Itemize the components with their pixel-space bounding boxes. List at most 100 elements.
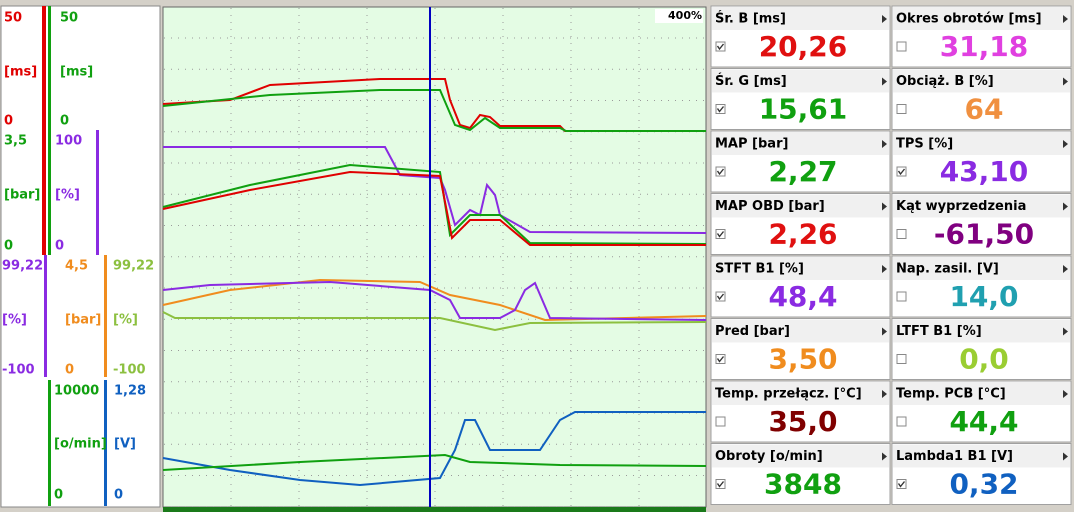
scale-bottom: 0 xyxy=(54,488,63,503)
trace xyxy=(162,89,706,132)
scale-unit: [ms] xyxy=(60,65,93,80)
checkbox[interactable] xyxy=(896,416,907,427)
panel-value: 20,26 xyxy=(759,30,848,63)
scroll-bar[interactable] xyxy=(163,507,706,512)
panel-arrow[interactable] xyxy=(882,202,887,211)
panel-label: STFT B1 [%] xyxy=(715,262,804,277)
panel-header xyxy=(893,444,1070,468)
scales: 50 [ms] 0 50 [ms] 0 3,5 [bar] 0 100 [%] 0 99,22 [%] -1… xyxy=(2,11,154,503)
panel-arrow[interactable] xyxy=(882,265,887,273)
trace xyxy=(162,280,707,321)
checkbox[interactable] xyxy=(896,104,907,114)
checkbox[interactable] xyxy=(715,41,726,52)
checkbox-mark xyxy=(716,481,725,488)
scale-bottom: 0 xyxy=(4,239,13,254)
panel-arrow[interactable] xyxy=(882,327,887,336)
checkbox[interactable] xyxy=(715,291,726,302)
checkbox-mark xyxy=(716,106,725,113)
trace xyxy=(162,163,707,245)
panel-arrow[interactable] xyxy=(1063,77,1068,86)
panels: Śr. B [ms] 20,26 Okres obrotów [ms] 31,18 Śr… xyxy=(710,5,1072,505)
panel-header xyxy=(712,257,889,280)
panel-label: Kąt wyprzedzenia xyxy=(896,199,1026,214)
checkbox[interactable] xyxy=(896,354,907,364)
checkbox-mark xyxy=(716,43,725,51)
checkbox[interactable] xyxy=(896,41,907,52)
scale-bar xyxy=(96,130,99,255)
panel-label: LTFT B1 [%] xyxy=(896,324,982,339)
panel-arrow[interactable] xyxy=(1063,202,1068,211)
panel-header xyxy=(893,319,1070,343)
scale-top: 10000 xyxy=(54,384,99,399)
panel-arrow[interactable] xyxy=(882,390,887,398)
scale-top: 100 xyxy=(55,134,82,149)
panel-value: 3848 xyxy=(764,468,842,501)
panel-label: Śr. B [ms] xyxy=(715,11,786,27)
checkbox[interactable] xyxy=(715,229,726,239)
scale-top: 99,22 xyxy=(113,259,154,274)
checkbox[interactable] xyxy=(715,354,726,364)
checkbox[interactable] xyxy=(715,166,726,177)
panel-header xyxy=(712,319,889,343)
zoom-box xyxy=(655,9,703,23)
traces xyxy=(162,78,707,487)
trace xyxy=(162,170,706,246)
panel-value: 0,32 xyxy=(949,468,1018,501)
panel-arrow[interactable] xyxy=(1063,327,1068,336)
scale-bottom: 0 xyxy=(65,363,74,378)
checkbox[interactable] xyxy=(896,291,907,302)
scale-panel xyxy=(0,5,161,508)
checkbox-mark xyxy=(716,168,725,176)
trace xyxy=(162,278,707,322)
panel-label: Śr. G [ms] xyxy=(715,73,787,89)
scale-bottom: 0 xyxy=(55,239,64,254)
panel-header xyxy=(712,444,889,468)
panel-label: Temp. przełącz. [°C] xyxy=(715,387,862,402)
checkbox-mark xyxy=(716,231,725,238)
panel-value: 15,61 xyxy=(759,93,848,126)
panel-value: 2,26 xyxy=(768,218,837,251)
trace xyxy=(162,311,707,332)
panel-arrow[interactable] xyxy=(882,452,887,461)
panel-value: -61,50 xyxy=(934,218,1034,251)
checkbox[interactable] xyxy=(715,479,726,489)
panel-arrow[interactable] xyxy=(1063,15,1068,23)
panel-value: 64 xyxy=(965,93,1004,126)
panel-value: 3,50 xyxy=(768,343,837,376)
checkbox[interactable] xyxy=(896,479,907,489)
scale-bar xyxy=(44,255,47,377)
panel-arrow[interactable] xyxy=(882,140,887,148)
checkbox[interactable] xyxy=(715,416,726,427)
panel-arrow[interactable] xyxy=(1063,140,1068,148)
panel-arrow[interactable] xyxy=(882,77,887,86)
panel-arrow[interactable] xyxy=(882,15,887,23)
scale-top: 1,28 xyxy=(114,384,146,399)
panel-header xyxy=(712,69,889,93)
panel-arrow[interactable] xyxy=(1063,265,1068,273)
panel-arrow[interactable] xyxy=(1063,390,1068,398)
scale-bottom: -100 xyxy=(113,363,146,378)
scale-unit: [%] xyxy=(55,188,80,203)
panel-header xyxy=(893,7,1070,30)
checkbox[interactable] xyxy=(896,166,907,177)
panel-arrow[interactable] xyxy=(1063,452,1068,461)
panel-label: MAP OBD [bar] xyxy=(715,199,825,214)
panel-header xyxy=(893,69,1070,93)
checkbox-mark xyxy=(716,293,725,301)
scale-top: 50 xyxy=(60,11,78,26)
scale-unit: [bar] xyxy=(4,188,40,203)
scale-unit: [ms] xyxy=(4,65,37,80)
scale-unit: [%] xyxy=(2,313,27,328)
panel-header xyxy=(893,257,1070,280)
scale-top: 4,5 xyxy=(65,259,88,274)
scale-bottom: 0 xyxy=(4,114,13,129)
panel-value: 0,0 xyxy=(959,343,1009,376)
scale-bar xyxy=(42,6,46,255)
checkbox[interactable] xyxy=(896,229,907,239)
panel-header xyxy=(712,132,889,155)
scale-unit: [V] xyxy=(114,437,136,452)
trace xyxy=(162,78,706,132)
scale-bar xyxy=(104,380,107,506)
scale-bar xyxy=(48,6,51,255)
checkbox[interactable] xyxy=(715,104,726,114)
